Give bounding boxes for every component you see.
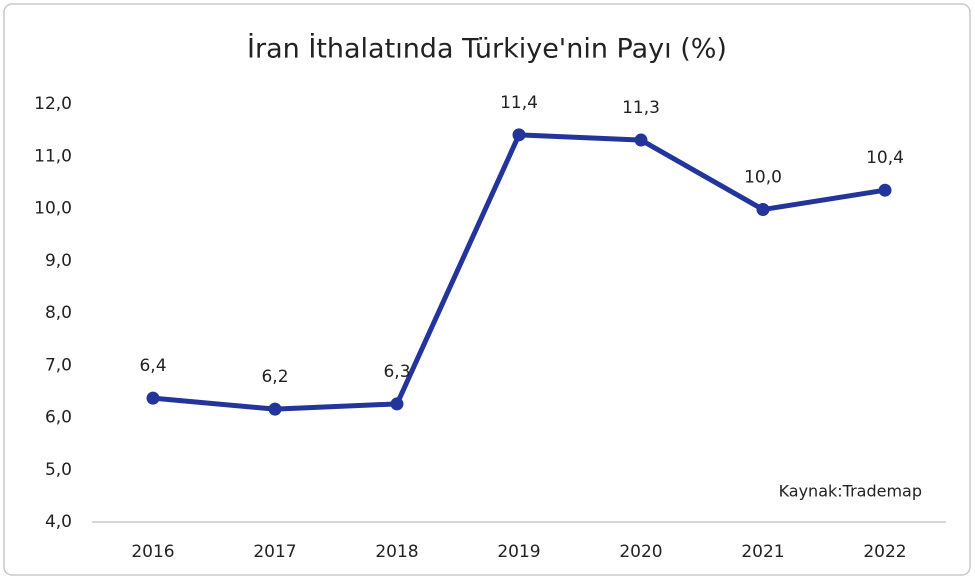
annotation: Kaynak:Trademap (779, 482, 922, 501)
y-tick-label: 9,0 (45, 251, 72, 271)
y-tick-label: 5,0 (45, 460, 72, 480)
x-tick-label: 2020 (619, 542, 662, 562)
y-tick-label: 12,0 (34, 94, 72, 114)
data-label: 10,0 (744, 168, 782, 188)
point (146, 391, 160, 405)
point (390, 397, 404, 411)
point (878, 183, 892, 197)
y-tick-label: 7,0 (45, 355, 72, 375)
data-label: 11,3 (622, 98, 660, 118)
chart-title: İran İthalatında Türkiye'nin Payı (%) (247, 33, 727, 65)
point (756, 203, 770, 217)
point (512, 128, 526, 142)
y-tick-label: 8,0 (45, 303, 72, 323)
x-tick-label: 2016 (131, 542, 174, 562)
y-tick-label: 4,0 (45, 512, 72, 532)
x-tick-label: 2017 (253, 542, 296, 562)
data-label: 6,3 (383, 362, 410, 382)
data-label: 6,2 (261, 367, 288, 387)
y-tick-label: 6,0 (45, 408, 72, 428)
y-tick-label: 10,0 (34, 199, 72, 219)
chart-border (3, 3, 971, 576)
x-tick-label: 2019 (497, 542, 540, 562)
x-tick-label: 2018 (375, 542, 418, 562)
y-tick-label: 11,0 (34, 146, 72, 166)
data-label: 11,4 (500, 93, 538, 113)
x-tick-label: 2022 (863, 542, 906, 562)
data-label: 6,4 (139, 356, 166, 376)
data-label: 10,4 (866, 148, 904, 168)
x-tick-label: 2021 (741, 542, 784, 562)
point (268, 402, 282, 416)
point (634, 133, 648, 147)
